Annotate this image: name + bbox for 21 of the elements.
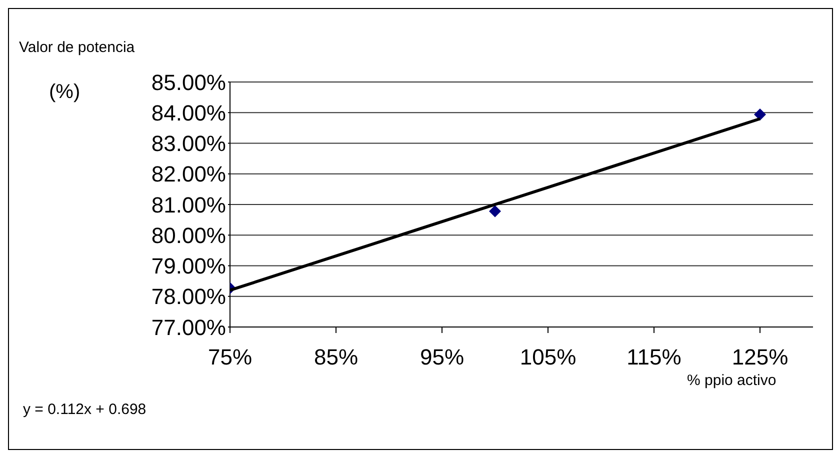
point bbox=[754, 108, 766, 120]
y-tick-label: 78.00% bbox=[151, 284, 226, 310]
y-tick-label: 77.00% bbox=[151, 314, 226, 340]
x-tick-label: 75% bbox=[208, 344, 252, 370]
y-tick-label: 83.00% bbox=[151, 131, 226, 156]
x-tick-label: 85% bbox=[314, 344, 358, 370]
y-tick-label: 85.00% bbox=[151, 70, 226, 95]
x-tick-label: 125% bbox=[732, 344, 788, 370]
x-tick-label: 115% bbox=[626, 344, 682, 370]
y-tick-label: 84.00% bbox=[151, 100, 226, 126]
y-tick-label: 81.00% bbox=[151, 192, 226, 218]
y-axis-title: Valor de potencia bbox=[19, 39, 135, 56]
y-tick-label: 80.00% bbox=[151, 222, 226, 248]
x-tick-label: 105% bbox=[520, 344, 576, 370]
y-tick-label: 82.00% bbox=[151, 162, 226, 187]
x-axis-title: % ppio activo bbox=[687, 372, 776, 389]
x-tick-label: 95% bbox=[420, 344, 464, 370]
text: (%) bbox=[49, 81, 80, 104]
point bbox=[489, 205, 501, 218]
y-tick-label: 79.00% bbox=[151, 254, 226, 279]
text: y = 0.112x + 0.698 bbox=[23, 401, 146, 418]
